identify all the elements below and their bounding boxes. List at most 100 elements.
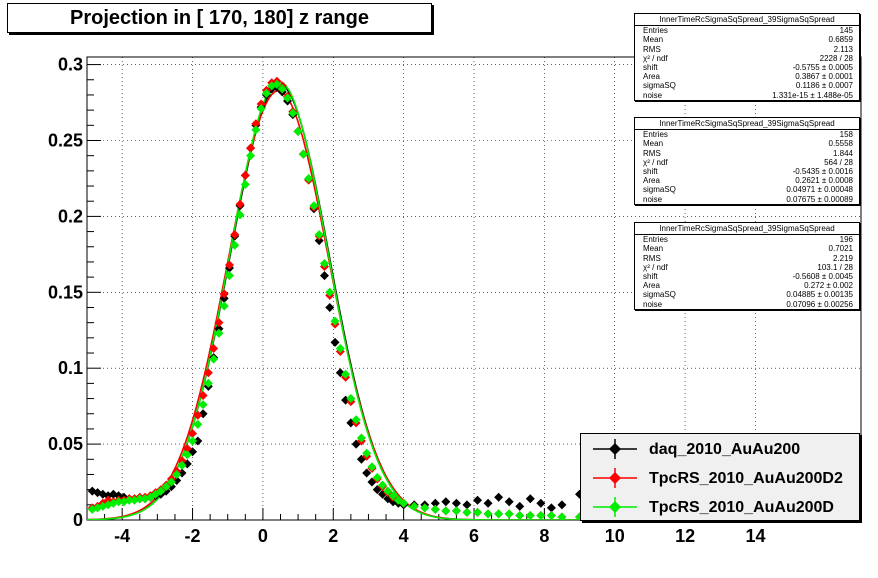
x-tick-label: -4 xyxy=(114,526,130,546)
data-point xyxy=(177,456,187,466)
y-tick-label: 0.3 xyxy=(58,55,83,75)
data-point xyxy=(409,501,419,511)
data-point xyxy=(430,504,440,514)
data-layer xyxy=(87,76,615,520)
data-point xyxy=(293,126,303,136)
legend-label-tpcrs-d2: TpcRS_2010_AuAu200D2 xyxy=(649,470,843,487)
data-point xyxy=(277,84,287,94)
data-point xyxy=(114,497,124,507)
legend-marker-daq xyxy=(593,439,637,459)
legend-marker-tpcrs-d xyxy=(593,497,637,517)
stats-row: shift -0.5608 ± 0.0045 xyxy=(643,272,853,282)
data-point xyxy=(462,507,472,517)
data-point xyxy=(288,108,298,118)
data-point xyxy=(356,433,366,443)
data-point xyxy=(383,486,393,496)
y-tick-label: 0.2 xyxy=(58,206,83,226)
data-point xyxy=(166,477,176,487)
data-point xyxy=(209,343,219,353)
data-point xyxy=(214,324,224,334)
y-tick-label: 0.05 xyxy=(48,434,83,454)
stats-row: Mean 0.6859 xyxy=(643,35,853,45)
data-point xyxy=(156,486,166,496)
data-point xyxy=(261,88,271,98)
data-point xyxy=(188,428,198,438)
data-point xyxy=(246,143,256,153)
stats-row: Area 0.272 ± 0.002 xyxy=(643,281,853,291)
data-point xyxy=(451,506,461,516)
x-tick-label: -2 xyxy=(185,526,201,546)
data-point xyxy=(462,500,472,510)
stats-row: sigmaSQ 0.04971 ± 0.00048 xyxy=(643,185,853,195)
stats-row: Mean 0.7021 xyxy=(643,244,853,254)
data-point xyxy=(325,287,335,297)
data-point xyxy=(251,119,261,129)
data-point xyxy=(309,201,319,211)
stats-row: sigmaSQ 0.1186 ± 0.0007 xyxy=(643,81,853,91)
stats-row: χ² / ndf 564 / 28 xyxy=(643,157,853,167)
data-point xyxy=(209,354,219,364)
legend-label-tpcrs-d: TpcRS_2010_AuAu200D xyxy=(649,499,834,516)
data-point xyxy=(536,510,546,520)
data-point xyxy=(246,151,256,161)
legend-marker-tpcrs-d2 xyxy=(593,468,637,488)
data-point xyxy=(188,436,198,446)
data-point xyxy=(515,510,525,520)
data-point xyxy=(182,444,192,454)
stats-box-tpcrs-d2: InnerTimeRcSigmaSqSpread_39SigmaSqSpread… xyxy=(634,117,860,205)
data-point xyxy=(399,498,409,508)
data-point xyxy=(177,460,187,470)
x-tick-label: 12 xyxy=(675,526,695,546)
stats-row: Area 0.2621 ± 0.0008 xyxy=(643,176,853,186)
data-point xyxy=(430,498,440,508)
data-point xyxy=(451,498,461,508)
stats-row: Area 0.3867 ± 0.0001 xyxy=(643,72,853,82)
data-point xyxy=(362,468,372,478)
stats-row: noise 0.07096 ± 0.00256 xyxy=(643,299,853,309)
data-point xyxy=(230,230,240,240)
data-point xyxy=(219,289,229,299)
stats-row: Entries 145 xyxy=(643,26,853,36)
x-tick-label: 6 xyxy=(469,526,479,546)
chart-title: Projection in [ 170, 180] z range xyxy=(7,3,432,33)
data-point xyxy=(214,328,224,338)
data-point xyxy=(124,495,134,505)
stats-row: RMS 1.844 xyxy=(643,148,853,158)
data-point xyxy=(441,506,451,516)
data-point xyxy=(525,510,535,520)
data-point xyxy=(335,343,345,353)
data-point xyxy=(515,501,525,511)
data-point xyxy=(341,369,351,379)
data-point xyxy=(193,419,203,429)
data-point xyxy=(198,400,208,410)
data-point xyxy=(483,509,493,519)
data-point xyxy=(494,509,504,519)
x-tick-label: 8 xyxy=(539,526,549,546)
data-point xyxy=(557,512,567,520)
data-point xyxy=(172,469,182,479)
data-point xyxy=(483,498,493,508)
data-point xyxy=(272,79,282,89)
data-point xyxy=(283,93,293,103)
data-point xyxy=(351,415,361,425)
data-point xyxy=(214,318,224,328)
data-point xyxy=(240,180,250,190)
stats-row: noise 1.331e-15 ± 1.488e-05 xyxy=(643,90,853,100)
data-point xyxy=(314,230,324,240)
x-tick-label: 10 xyxy=(605,526,625,546)
data-point xyxy=(378,480,388,490)
data-point xyxy=(203,378,213,388)
stats-row: χ² / ndf 103.1 / 28 xyxy=(643,262,853,272)
stats-row: shift -0.5435 ± 0.0016 xyxy=(643,167,853,177)
data-point xyxy=(319,258,329,268)
y-tick-label: 0 xyxy=(73,510,83,530)
data-point xyxy=(420,503,430,513)
data-point xyxy=(325,302,335,312)
data-point xyxy=(346,394,356,404)
legend-entry-tpcrs-d: TpcRS_2010_AuAu200D xyxy=(581,493,859,522)
data-point xyxy=(224,260,234,270)
stats-box-name: InnerTimeRcSigmaSqSpread_39SigmaSqSpread xyxy=(635,223,859,236)
stats-row: Mean 0.5558 xyxy=(643,139,853,149)
data-point xyxy=(135,494,145,504)
data-point xyxy=(256,104,266,114)
